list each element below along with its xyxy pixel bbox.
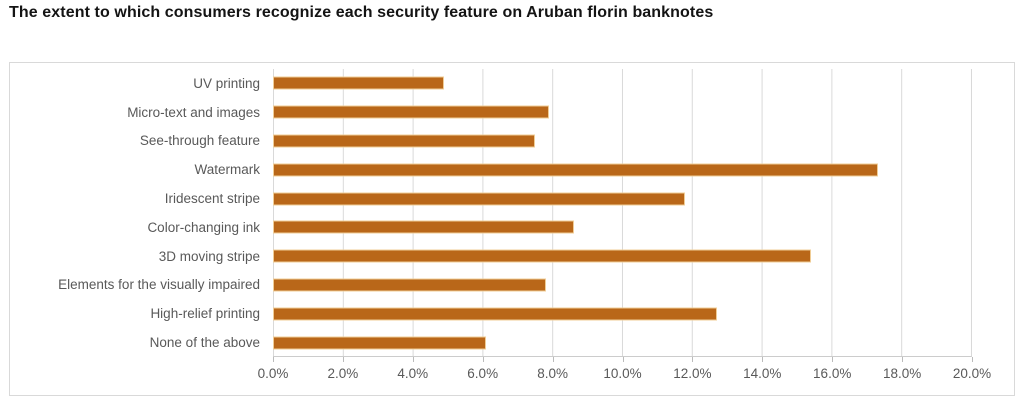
x-tick-mark — [412, 357, 414, 362]
bar-track — [273, 98, 972, 127]
chart-row: See-through feature — [10, 127, 972, 156]
bar-color-changing-ink — [273, 220, 574, 234]
chart-title: The extent to which consumers recognize … — [9, 4, 714, 21]
bar-high-relief-printing — [273, 307, 717, 321]
bar-uv-printing — [273, 76, 445, 90]
bar-elements-for-the-visually-impaired — [273, 278, 546, 292]
bar-track — [273, 213, 972, 242]
bar-3d-moving-stripe — [273, 249, 812, 263]
x-tick-label: 8.0% — [537, 366, 568, 381]
x-tick-label: 12.0% — [673, 366, 712, 381]
x-tick-label: 16.0% — [813, 366, 852, 381]
x-tick-mark — [273, 357, 274, 362]
x-tick-mark — [832, 357, 834, 362]
bar-watermark — [273, 163, 878, 177]
bar-track — [273, 242, 972, 271]
bar-track — [273, 69, 972, 98]
x-tick-mark — [972, 357, 973, 362]
category-label: Iridescent stripe — [164, 191, 260, 207]
x-axis: 0.0% 2.0% 4.0% 6.0% 8.0% 10.0% 12.0% 14.0% 16.0%… — [258, 357, 991, 395]
bar-track — [273, 155, 972, 184]
x-tick-label: 18.0% — [882, 366, 922, 381]
x-tick-mark — [692, 357, 694, 362]
bar-track — [273, 271, 972, 300]
chart-row: Color-changing ink — [10, 213, 972, 242]
category-label: UV printing — [193, 75, 260, 91]
x-tick-label: 2.0% — [327, 366, 359, 381]
x-tick-mark — [762, 357, 764, 362]
x-tick-label: 14.0% — [743, 366, 782, 381]
bar-none-of-the-above — [273, 336, 487, 350]
x-tick-label: 6.0% — [467, 366, 499, 381]
category-label: None of the above — [149, 335, 260, 351]
bar-track — [273, 184, 972, 213]
x-tick-mark — [342, 357, 344, 362]
bar-rows: UV printing Micro-text and images See-thro… — [10, 69, 972, 357]
x-tick-label: 10.0% — [603, 366, 642, 381]
chart-row: Micro-text and images — [10, 98, 972, 127]
x-tick-label: 0.0% — [257, 366, 289, 381]
bar-micro-text-and-images — [273, 105, 550, 119]
chart-row: High-relief printing — [10, 299, 972, 328]
category-label: Elements for the visually impaired — [58, 277, 260, 293]
bar-see-through-feature — [273, 134, 536, 148]
x-tick-label: 20.0% — [952, 366, 992, 381]
category-label: High-relief printing — [150, 306, 260, 322]
x-tick-mark — [902, 357, 904, 362]
chart-row: Elements for the visually impaired — [10, 271, 972, 300]
category-label: See-through feature — [139, 133, 260, 149]
category-label: Micro-text and images — [127, 104, 260, 120]
x-tick-mark — [552, 357, 554, 362]
chart-row: Iridescent stripe — [10, 184, 972, 213]
chart-row: UV printing — [10, 69, 972, 98]
bar-track — [273, 328, 972, 357]
category-label: Color-changing ink — [147, 219, 260, 235]
bar-track — [273, 299, 972, 328]
chart-row: Watermark — [10, 155, 972, 184]
chart-row: None of the above — [10, 328, 972, 357]
x-tick-mark — [622, 357, 624, 362]
chart-container: UV printing Micro-text and images See-thro… — [9, 62, 1015, 396]
x-tick-label: 4.0% — [397, 366, 429, 381]
category-label: Watermark — [194, 162, 260, 178]
x-tick-mark — [482, 357, 484, 362]
bar-track — [273, 127, 972, 156]
category-label: 3D moving stripe — [158, 248, 260, 264]
bar-iridescent-stripe — [273, 192, 686, 206]
chart-row: 3D moving stripe — [10, 242, 972, 271]
